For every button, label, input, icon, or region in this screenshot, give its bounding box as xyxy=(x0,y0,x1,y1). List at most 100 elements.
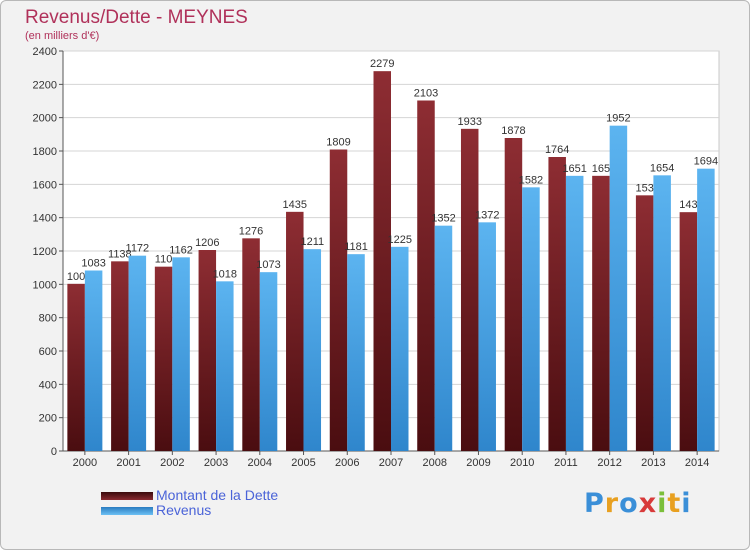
data-label-debt: 1206 xyxy=(195,237,219,249)
bar-revenue xyxy=(303,249,322,451)
data-label-revenue: 1181 xyxy=(344,241,368,253)
x-tick-label: 2005 xyxy=(291,457,315,469)
data-label-revenue: 1172 xyxy=(126,243,150,255)
data-label-revenue: 1651 xyxy=(562,163,586,175)
bar-debt xyxy=(504,138,523,451)
bar-revenue xyxy=(653,175,671,452)
y-tick-label: 0 xyxy=(51,446,57,458)
bar-revenue xyxy=(522,187,540,452)
data-label-revenue: 1083 xyxy=(81,258,105,270)
bar-debt xyxy=(679,212,698,451)
bar-revenue xyxy=(609,125,628,452)
data-label-revenue: 1654 xyxy=(650,162,674,174)
legend-swatch-revenue xyxy=(101,507,153,515)
x-tick-label: 2006 xyxy=(335,457,359,469)
y-tick-label: 800 xyxy=(39,313,57,325)
bar-revenue xyxy=(697,168,715,451)
y-tick-label: 1000 xyxy=(33,279,57,291)
logo-letter: i xyxy=(681,488,692,519)
bar-debt xyxy=(329,149,348,451)
data-label-debt: 110 xyxy=(155,254,173,266)
data-label-debt: 1276 xyxy=(239,225,263,237)
x-tick-label: 2007 xyxy=(379,457,403,469)
data-label-debt: 1809 xyxy=(326,137,350,149)
legend-label-debt: Montant de la Dette xyxy=(156,487,279,503)
data-label-revenue: 1211 xyxy=(300,236,324,248)
logo-letter: P xyxy=(584,488,605,519)
bar-revenue xyxy=(216,281,234,451)
x-tick-label: 2014 xyxy=(685,457,709,469)
bar-debt xyxy=(286,211,304,451)
logo-letter: t xyxy=(667,488,682,519)
bar-debt xyxy=(548,157,566,451)
y-tick-label: 1600 xyxy=(33,179,57,191)
y-tick-label: 2200 xyxy=(33,79,57,91)
data-label-debt: 2279 xyxy=(370,58,394,70)
data-label-debt: 2103 xyxy=(414,88,438,100)
chart-title: Revenus/Dette - MEYNES xyxy=(25,7,248,28)
logo-letter: i xyxy=(657,488,668,519)
bar-revenue xyxy=(434,225,453,451)
data-label-revenue: 1582 xyxy=(519,174,543,186)
data-label-debt: 165 xyxy=(592,163,610,175)
bar-revenue xyxy=(84,270,103,451)
proxiti-logo: Proxiti xyxy=(584,488,692,519)
x-tick-label: 2010 xyxy=(510,457,534,469)
y-tick-label: 1400 xyxy=(33,213,57,225)
data-label-debt: 1138 xyxy=(108,248,132,260)
data-label-debt: 1933 xyxy=(457,116,481,128)
data-label-debt: 1764 xyxy=(545,144,569,156)
bar-revenue xyxy=(347,254,365,451)
bar-debt xyxy=(460,128,479,451)
bar-debt xyxy=(198,250,217,451)
data-label-debt: 1878 xyxy=(501,125,525,137)
data-label-revenue: 1352 xyxy=(431,213,455,225)
x-tick-label: 2011 xyxy=(554,457,578,469)
data-label-revenue: 1372 xyxy=(475,209,499,221)
logo-letter: o xyxy=(619,488,639,519)
bar-debt xyxy=(111,261,129,451)
data-label-revenue: 1162 xyxy=(169,244,193,256)
x-tick-label: 2008 xyxy=(422,457,446,469)
y-tick-label: 1800 xyxy=(33,146,57,158)
x-tick-label: 2013 xyxy=(641,457,665,469)
y-tick-label: 200 xyxy=(39,413,57,425)
bar-debt xyxy=(154,266,173,451)
bar-debt xyxy=(67,283,85,451)
bar-debt xyxy=(635,195,654,451)
bar-debt xyxy=(373,71,391,452)
legend-swatch-debt xyxy=(101,492,153,500)
x-tick-label: 2002 xyxy=(160,457,184,469)
y-tick-label: 400 xyxy=(39,379,57,391)
y-tick-label: 2400 xyxy=(33,46,57,58)
x-tick-label: 2012 xyxy=(597,457,621,469)
bar-revenue xyxy=(128,255,147,451)
legend-label-revenue: Revenus xyxy=(156,502,212,518)
y-tick-label: 2000 xyxy=(33,113,57,125)
data-label-debt: 143 xyxy=(679,199,697,211)
bar-debt xyxy=(592,175,610,452)
data-label-revenue: 1694 xyxy=(694,156,718,168)
logo-letter: r xyxy=(604,488,620,519)
data-label-debt: 1435 xyxy=(283,199,307,211)
bar-revenue xyxy=(565,175,584,452)
data-label-revenue: 1225 xyxy=(388,234,412,246)
bar-revenue xyxy=(391,246,409,451)
bar-debt xyxy=(417,100,435,451)
x-tick-label: 2000 xyxy=(73,457,97,469)
bar-revenue xyxy=(478,222,496,451)
data-label-revenue: 1018 xyxy=(213,268,237,280)
bar-debt xyxy=(242,238,260,451)
x-tick-label: 2001 xyxy=(116,457,140,469)
logo-letter: x xyxy=(638,488,658,519)
data-label-debt: 100 xyxy=(67,271,85,283)
chart-subtitle: (en milliers d'€) xyxy=(25,30,100,42)
bar-revenue xyxy=(172,257,190,451)
data-label-revenue: 1952 xyxy=(606,113,630,125)
y-tick-label: 1200 xyxy=(33,246,57,258)
x-tick-label: 2009 xyxy=(466,457,490,469)
x-tick-label: 2004 xyxy=(248,457,272,469)
data-label-revenue: 1073 xyxy=(256,259,280,271)
